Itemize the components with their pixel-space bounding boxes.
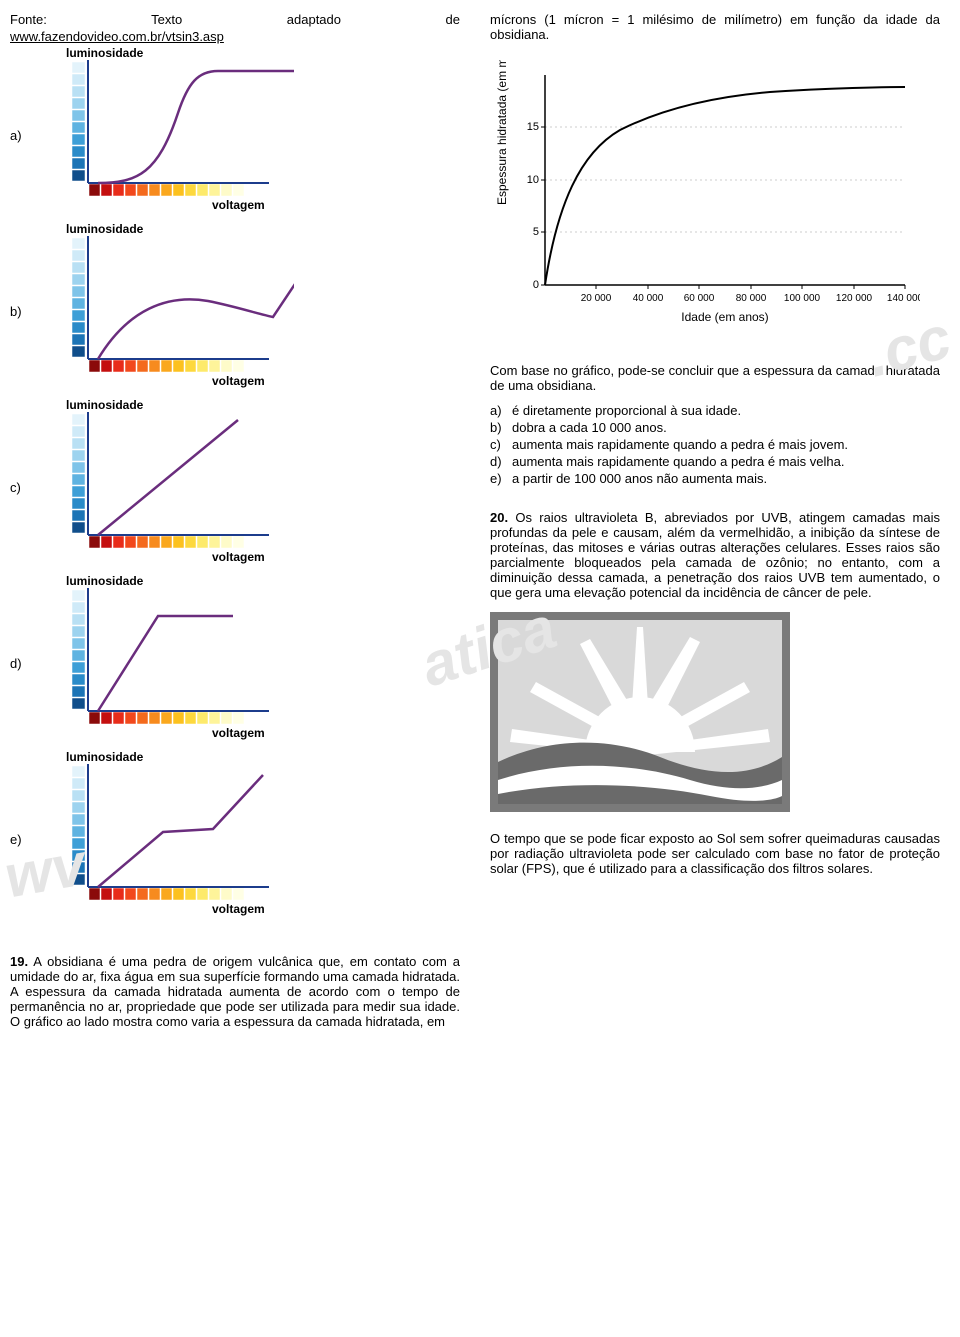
svg-text:100 000: 100 000 — [784, 293, 821, 304]
option-letter: c) — [10, 480, 34, 495]
chart-option-d: d) luminosidade voltagem — [10, 578, 460, 748]
right-column: mícrons (1 mícron = 1 milésimo de milíme… — [490, 12, 940, 1035]
right-intro: mícrons (1 mícron = 1 milésimo de milíme… — [490, 12, 940, 42]
svg-text:15: 15 — [527, 121, 539, 133]
voltage-label: voltagem — [212, 198, 265, 212]
final-paragraph: O tempo que se pode ficar exposto ao Sol… — [490, 831, 940, 876]
voltage-label: voltagem — [212, 902, 265, 916]
answers-19: a)é diretamente proporcional à sua idade… — [490, 403, 940, 486]
voltage-label: voltagem — [212, 726, 265, 740]
voltage-label: voltagem — [212, 550, 265, 564]
voltage-label: voltagem — [212, 374, 265, 388]
svg-text:10: 10 — [527, 174, 539, 186]
question-20: 20. Os raios ultravioleta B, abreviados … — [490, 510, 940, 600]
left-column: Fonte: Texto adaptado de www.fazendovide… — [10, 12, 460, 1035]
luminosity-label: luminosidade — [66, 222, 143, 236]
fonte-url: www.fazendovideo.com.br/vtsin3.asp — [10, 29, 460, 44]
sun-illustration — [490, 612, 940, 815]
chart-option-b: b) luminosidade voltagem — [10, 226, 460, 396]
luminosity-label: luminosidade — [66, 46, 143, 60]
chart-option-a: a) luminosidade voltagem — [10, 50, 460, 220]
obsidian-chart: Espessura hidratada (em microns) 0 5 — [490, 60, 940, 343]
option-letter: b) — [10, 304, 34, 319]
svg-text:80 000: 80 000 — [736, 293, 767, 304]
svg-text:40 000: 40 000 — [633, 293, 664, 304]
svg-text:Idade (em anos): Idade (em anos) — [681, 310, 768, 324]
ylabel: Espessura hidratada (em microns) — [495, 60, 509, 205]
chart-option-e: e) luminosidade voltagem — [10, 754, 460, 924]
luminosity-label: luminosidade — [66, 398, 143, 412]
fonte-line: Fonte: Texto adaptado de — [10, 12, 460, 27]
option-letter: e) — [10, 832, 34, 847]
svg-text:5: 5 — [533, 226, 539, 238]
question-19: 19. A obsidiana é uma pedra de origem vu… — [10, 954, 460, 1029]
chart-option-c: c) luminosidade voltagem — [10, 402, 460, 572]
svg-text:140 000: 140 000 — [887, 293, 920, 304]
svg-text:120 000: 120 000 — [836, 293, 873, 304]
option-letter: d) — [10, 656, 34, 671]
luminosity-label: luminosidade — [66, 750, 143, 764]
option-letter: a) — [10, 128, 34, 143]
luminosity-label: luminosidade — [66, 574, 143, 588]
svg-text:60 000: 60 000 — [684, 293, 715, 304]
q-after-chart: Com base no gráfico, pode-se concluir qu… — [490, 363, 940, 393]
svg-text:20 000: 20 000 — [581, 293, 612, 304]
svg-text:0: 0 — [533, 279, 539, 291]
